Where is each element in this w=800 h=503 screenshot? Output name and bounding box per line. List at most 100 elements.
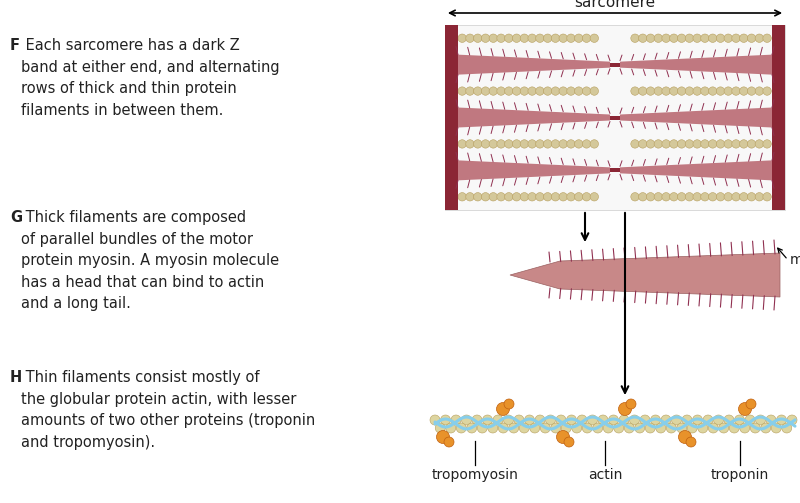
Ellipse shape xyxy=(739,87,748,95)
Bar xyxy=(772,25,785,210)
Ellipse shape xyxy=(543,193,552,201)
Ellipse shape xyxy=(474,140,482,148)
Ellipse shape xyxy=(747,34,756,42)
Ellipse shape xyxy=(574,193,583,201)
Ellipse shape xyxy=(716,34,725,42)
Ellipse shape xyxy=(732,34,740,42)
Ellipse shape xyxy=(646,34,654,42)
Ellipse shape xyxy=(677,423,686,433)
Ellipse shape xyxy=(466,193,474,201)
Ellipse shape xyxy=(512,34,521,42)
Ellipse shape xyxy=(525,415,534,425)
Ellipse shape xyxy=(693,34,702,42)
Ellipse shape xyxy=(614,423,624,433)
Ellipse shape xyxy=(504,399,514,409)
Ellipse shape xyxy=(466,34,474,42)
Ellipse shape xyxy=(763,87,771,95)
Ellipse shape xyxy=(787,415,797,425)
Ellipse shape xyxy=(763,140,771,148)
Ellipse shape xyxy=(763,193,771,201)
Ellipse shape xyxy=(528,193,536,201)
Ellipse shape xyxy=(646,423,655,433)
Ellipse shape xyxy=(646,140,654,148)
Ellipse shape xyxy=(739,140,748,148)
Text: Thin filaments consist mostly of
the globular protein actin, with lesser
amounts: Thin filaments consist mostly of the glo… xyxy=(21,370,315,450)
Ellipse shape xyxy=(458,140,466,148)
Ellipse shape xyxy=(640,415,650,425)
Ellipse shape xyxy=(582,87,590,95)
Ellipse shape xyxy=(755,140,763,148)
Ellipse shape xyxy=(686,437,696,447)
Ellipse shape xyxy=(701,87,709,95)
Text: H: H xyxy=(10,370,22,385)
Ellipse shape xyxy=(634,423,645,433)
Ellipse shape xyxy=(556,415,566,425)
Ellipse shape xyxy=(574,140,583,148)
Ellipse shape xyxy=(638,34,647,42)
Ellipse shape xyxy=(482,193,490,201)
Ellipse shape xyxy=(505,193,513,201)
Ellipse shape xyxy=(709,140,717,148)
Ellipse shape xyxy=(505,87,513,95)
Ellipse shape xyxy=(559,193,567,201)
Ellipse shape xyxy=(559,34,567,42)
Ellipse shape xyxy=(654,34,662,42)
Ellipse shape xyxy=(566,34,575,42)
Ellipse shape xyxy=(670,87,678,95)
Ellipse shape xyxy=(497,193,506,201)
Ellipse shape xyxy=(466,140,474,148)
Ellipse shape xyxy=(661,415,671,425)
Ellipse shape xyxy=(662,140,670,148)
Ellipse shape xyxy=(574,34,583,42)
Ellipse shape xyxy=(638,193,647,201)
Bar xyxy=(445,25,458,210)
Polygon shape xyxy=(620,108,772,127)
Ellipse shape xyxy=(540,423,550,433)
Ellipse shape xyxy=(482,87,490,95)
Ellipse shape xyxy=(782,423,792,433)
Ellipse shape xyxy=(435,423,446,433)
Ellipse shape xyxy=(551,193,560,201)
Ellipse shape xyxy=(458,34,466,42)
Text: myosin head: myosin head xyxy=(790,253,800,267)
Ellipse shape xyxy=(630,34,639,42)
Text: G: G xyxy=(10,210,22,225)
Ellipse shape xyxy=(503,415,514,425)
Ellipse shape xyxy=(724,140,733,148)
Polygon shape xyxy=(458,160,610,181)
Ellipse shape xyxy=(716,87,725,95)
Ellipse shape xyxy=(740,423,750,433)
Ellipse shape xyxy=(716,140,725,148)
Ellipse shape xyxy=(630,87,639,95)
Ellipse shape xyxy=(482,34,490,42)
Ellipse shape xyxy=(430,415,440,425)
Ellipse shape xyxy=(654,87,662,95)
Ellipse shape xyxy=(718,423,729,433)
Ellipse shape xyxy=(687,423,698,433)
Ellipse shape xyxy=(543,140,552,148)
Ellipse shape xyxy=(498,423,508,433)
Ellipse shape xyxy=(739,193,748,201)
Ellipse shape xyxy=(536,193,544,201)
Ellipse shape xyxy=(646,87,654,95)
Ellipse shape xyxy=(626,399,636,409)
Ellipse shape xyxy=(441,415,450,425)
Ellipse shape xyxy=(701,140,709,148)
Ellipse shape xyxy=(474,34,482,42)
Ellipse shape xyxy=(777,415,786,425)
Ellipse shape xyxy=(755,193,763,201)
Ellipse shape xyxy=(662,193,670,201)
Ellipse shape xyxy=(489,87,498,95)
Ellipse shape xyxy=(745,415,755,425)
Ellipse shape xyxy=(474,87,482,95)
Ellipse shape xyxy=(451,415,461,425)
Ellipse shape xyxy=(550,423,561,433)
Ellipse shape xyxy=(698,423,708,433)
Ellipse shape xyxy=(654,193,662,201)
Ellipse shape xyxy=(562,423,571,433)
Ellipse shape xyxy=(693,140,702,148)
Ellipse shape xyxy=(566,415,577,425)
Ellipse shape xyxy=(693,415,702,425)
Ellipse shape xyxy=(512,140,521,148)
Ellipse shape xyxy=(755,415,766,425)
